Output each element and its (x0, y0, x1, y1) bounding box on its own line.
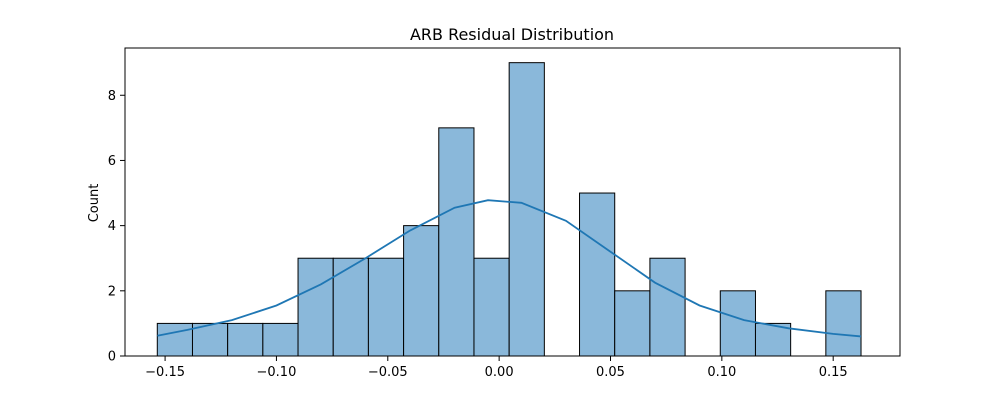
histogram-bar (825, 290, 862, 357)
histogram-bar (438, 127, 475, 357)
x-tick-label: −0.10 (257, 365, 297, 380)
histogram-bar (262, 322, 299, 357)
histogram-bar (191, 322, 229, 357)
y-axis-ticks: 0 2 4 6 8 (108, 89, 125, 365)
histogram-bars (156, 62, 862, 357)
histogram-bar (579, 192, 616, 357)
histogram-bar (719, 290, 756, 357)
chart-title: ARB Residual Distribution (410, 25, 614, 44)
y-tick-label: 8 (108, 89, 116, 104)
x-tick-label: 0.15 (819, 365, 848, 380)
kde-curve (157, 199, 862, 338)
histogram-bar (403, 225, 440, 357)
y-tick-label: 4 (108, 219, 116, 234)
histogram-bar (614, 290, 651, 357)
y-tick-label: 6 (108, 154, 116, 169)
histogram-bar (367, 257, 405, 357)
histogram-bar (332, 257, 369, 357)
histogram-bar (473, 257, 510, 357)
y-tick-label: 0 (108, 350, 116, 365)
x-tick-label: 0.10 (707, 365, 736, 380)
histogram-bar (297, 257, 334, 357)
x-tick-label: 0.05 (596, 365, 625, 380)
plot-frame (124, 47, 901, 357)
histogram-bar (156, 322, 193, 357)
x-tick-label: −0.05 (368, 365, 408, 380)
y-axis-label: Count (87, 184, 102, 223)
x-tick-label: −0.15 (145, 365, 185, 380)
histogram-bar (227, 322, 264, 357)
x-tick-label: 0.00 (485, 365, 514, 380)
x-axis-ticks: −0.15 −0.10 −0.05 0.00 0.05 0.10 0.15 (145, 356, 848, 380)
histogram-bar (649, 257, 686, 357)
y-tick-label: 2 (108, 284, 116, 299)
